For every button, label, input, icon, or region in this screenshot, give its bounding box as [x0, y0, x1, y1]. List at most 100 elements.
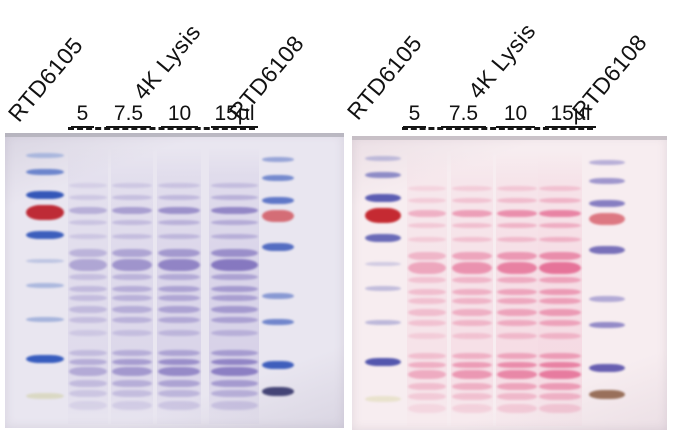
- protein-band: [262, 387, 294, 396]
- protein-band: [112, 380, 152, 387]
- protein-band: [452, 362, 492, 368]
- protein-band: [539, 252, 581, 260]
- protein-band: [112, 220, 152, 225]
- protein-band: [158, 286, 200, 292]
- protein-band: [497, 309, 537, 316]
- gel-lane-marker-rtd6105: [364, 136, 402, 426]
- protein-band: [365, 320, 401, 325]
- protein-band: [210, 207, 258, 214]
- protein-band: [365, 286, 401, 291]
- protein-band: [112, 195, 152, 200]
- protein-band: [26, 355, 64, 363]
- protein-band: [262, 175, 294, 181]
- protein-band: [158, 359, 200, 365]
- protein-band: [497, 210, 537, 217]
- protein-band: [589, 390, 625, 399]
- protein-band: [262, 319, 294, 325]
- protein-band: [589, 178, 625, 184]
- protein-band: [589, 213, 625, 225]
- protein-band: [26, 393, 64, 399]
- lane-group-dashed-underline-left: [68, 127, 255, 130]
- protein-band: [69, 207, 107, 214]
- protein-band: [210, 330, 258, 336]
- protein-band: [452, 186, 492, 191]
- protein-band: [539, 198, 581, 203]
- protein-band: [408, 333, 446, 339]
- protein-band: [365, 358, 401, 366]
- protein-band: [112, 350, 152, 356]
- protein-band: [26, 169, 64, 175]
- protein-band: [408, 277, 446, 283]
- protein-band: [210, 390, 258, 397]
- protein-band: [452, 404, 492, 413]
- protein-band: [26, 191, 64, 199]
- protein-band: [262, 361, 294, 369]
- protein-band: [158, 220, 200, 225]
- protein-band: [365, 262, 401, 266]
- protein-band: [365, 172, 401, 178]
- protein-band: [497, 289, 537, 295]
- protein-band: [69, 367, 107, 376]
- protein-band: [452, 353, 492, 359]
- protein-band: [210, 359, 258, 365]
- gel-photo-left: [5, 133, 344, 428]
- protein-band: [158, 207, 200, 214]
- protein-band: [210, 295, 258, 301]
- protein-band: [210, 195, 258, 200]
- protein-band: [158, 367, 200, 376]
- protein-band: [497, 362, 537, 368]
- protein-band: [69, 274, 107, 280]
- protein-band: [112, 330, 152, 336]
- protein-band: [210, 183, 258, 188]
- protein-band: [69, 295, 107, 301]
- protein-band: [408, 237, 446, 242]
- gel-photo-right: [352, 136, 667, 430]
- protein-band: [26, 153, 64, 158]
- protein-band: [112, 286, 152, 292]
- lane-group-dashed-underline-right: [402, 127, 593, 130]
- protein-band: [452, 298, 492, 304]
- protein-band: [408, 370, 446, 379]
- protein-band: [26, 231, 64, 239]
- gel-lane-marker-rtd6108: [261, 133, 295, 424]
- protein-band: [452, 210, 492, 217]
- protein-band: [452, 223, 492, 228]
- volume-label-15ul-right: 15µl: [545, 103, 596, 128]
- protein-band: [262, 197, 294, 204]
- protein-band: [158, 380, 200, 387]
- protein-band: [210, 350, 258, 356]
- protein-band: [112, 234, 152, 239]
- protein-band: [69, 306, 107, 313]
- protein-band: [158, 306, 200, 313]
- protein-band: [497, 393, 537, 400]
- protein-band: [158, 195, 200, 200]
- protein-band: [452, 252, 492, 260]
- protein-band: [452, 198, 492, 203]
- protein-band: [365, 234, 401, 242]
- protein-band: [408, 309, 446, 316]
- protein-band: [210, 380, 258, 387]
- protein-band: [589, 322, 625, 328]
- protein-band: [69, 330, 107, 336]
- protein-band: [539, 309, 581, 316]
- protein-band: [112, 259, 152, 271]
- protein-band: [26, 317, 64, 322]
- protein-band: [452, 237, 492, 242]
- protein-band: [365, 208, 401, 223]
- protein-band: [452, 289, 492, 295]
- protein-band: [158, 183, 200, 188]
- protein-band: [539, 404, 581, 413]
- protein-band: [69, 249, 107, 257]
- protein-band: [210, 401, 258, 410]
- protein-band: [158, 234, 200, 239]
- protein-band: [408, 404, 446, 413]
- volume-label-5-right: 5: [403, 103, 426, 128]
- protein-band: [69, 350, 107, 356]
- protein-band: [539, 223, 581, 228]
- protein-band: [112, 359, 152, 365]
- protein-band: [589, 364, 625, 372]
- protein-band: [452, 320, 492, 326]
- protein-band: [69, 234, 107, 239]
- protein-band: [210, 220, 258, 225]
